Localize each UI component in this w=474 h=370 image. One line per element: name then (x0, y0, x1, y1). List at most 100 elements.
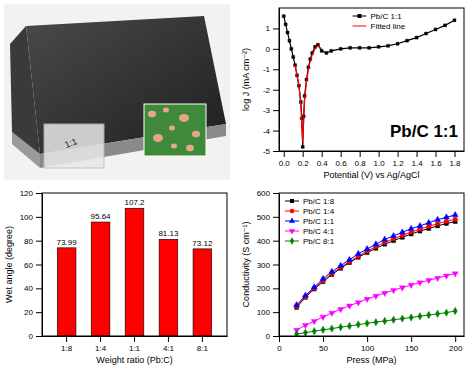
tick: 40 (24, 284, 42, 293)
tick-mark (273, 193, 279, 194)
tick: 100 (361, 336, 375, 353)
tick: 120 (20, 189, 42, 198)
tick-label: 0 (266, 332, 271, 341)
tick-mark (455, 336, 456, 342)
tick-label: 0.8 (355, 159, 367, 168)
tick-label: 1.6 (430, 159, 442, 168)
legend-symbol (290, 237, 294, 244)
marker (443, 274, 449, 279)
tick-label: 1.2 (393, 159, 405, 168)
tick-mark (279, 336, 280, 342)
marker (325, 51, 328, 54)
legend-label: Pb/C 4:1 (303, 227, 335, 236)
tick: 1.2 (393, 151, 405, 168)
tick-label: 100 (361, 344, 375, 353)
tick-mark (417, 151, 418, 157)
marker (427, 224, 432, 229)
marker (294, 330, 298, 336)
marker (321, 326, 325, 333)
y-axis-title: log J (mA cm⁻²) (241, 48, 251, 111)
tick: 50 (319, 336, 328, 353)
marker (329, 268, 335, 273)
marker (292, 56, 295, 59)
marker (435, 276, 441, 281)
marker (426, 278, 432, 283)
marker (435, 216, 441, 221)
x-axis: 050100150200 (277, 336, 464, 353)
legend-label: Fitted line (371, 22, 406, 31)
tick: 100 (20, 213, 42, 222)
plot-frame (279, 193, 464, 336)
marker (303, 329, 307, 336)
plot-area (294, 211, 459, 336)
tick-mark (273, 90, 279, 91)
tick-mark (341, 151, 342, 157)
tick-label: 8:1 (197, 344, 209, 353)
inset-particle (148, 111, 156, 117)
legend-label: Pb/C 1:8 (303, 197, 335, 206)
tick-mark (273, 217, 279, 218)
marker (453, 19, 456, 22)
marker (346, 256, 352, 261)
marker (346, 304, 352, 309)
tick-mark (367, 336, 368, 342)
legend-entry: Pb/C 1:8 (285, 197, 335, 206)
inset-particle (186, 145, 194, 151)
tick-label: 200 (257, 284, 271, 293)
y-axis-line (42, 194, 43, 337)
marker (311, 284, 317, 289)
plot-area (57, 208, 211, 336)
tick: 1.8 (449, 151, 461, 168)
marker (435, 221, 440, 226)
tick-label: 60 (24, 261, 33, 270)
tick-mark (36, 217, 42, 218)
marker (408, 225, 414, 230)
bar (91, 222, 110, 336)
marker (453, 307, 457, 314)
legend: Pb/C 1:1Fitted line (353, 12, 406, 31)
x-axis: 0.00.20.40.60.81.01.21.41.61.8 (279, 151, 465, 168)
marker (374, 318, 378, 325)
legend-entry: Pb/C 1:1 (353, 12, 403, 21)
marker (418, 312, 422, 319)
tick: 20 (24, 308, 42, 317)
tick-mark (100, 336, 101, 342)
tick: 400 (257, 237, 279, 246)
bar (57, 248, 76, 336)
tick: 1:1 (129, 336, 141, 353)
y-axis: 0100200300400500600 (257, 189, 280, 341)
plot-frame (279, 8, 464, 151)
tick-label: 0.2 (298, 159, 310, 168)
marker (355, 250, 361, 255)
tick: 1.6 (430, 151, 442, 168)
marker (382, 236, 388, 241)
tick-label: 1.0 (374, 159, 386, 168)
photo-background (4, 4, 230, 180)
tick-label: 0.6 (336, 159, 348, 168)
marker (417, 222, 423, 227)
legend-label: Pb/C 1:4 (303, 207, 335, 216)
legend-entry: Fitted line (353, 22, 406, 31)
tick: 0.2 (298, 151, 310, 168)
marker (399, 286, 405, 291)
tick: 1.0 (374, 151, 386, 168)
tick: 1:4 (95, 336, 107, 353)
series-line (295, 46, 322, 143)
marker (364, 245, 370, 250)
tick: 0 (277, 336, 282, 353)
tick-mark (284, 151, 285, 157)
inset-particle (192, 131, 200, 137)
marker (330, 325, 334, 332)
tick-label: 500 (257, 213, 271, 222)
tick-label: 0.0 (279, 159, 291, 168)
series-line (297, 222, 456, 308)
tick: 1.4 (412, 151, 424, 168)
figure: 1:10.00.20.40.60.81.01.21.41.61.8-5-4-3-… (0, 0, 474, 370)
marker (434, 28, 437, 31)
bar (159, 239, 178, 336)
tick: 1 (266, 24, 279, 33)
legend-symbol (289, 217, 295, 222)
photo-tag (44, 124, 104, 168)
tick-mark (273, 265, 279, 266)
tick: 8:1 (197, 336, 209, 353)
